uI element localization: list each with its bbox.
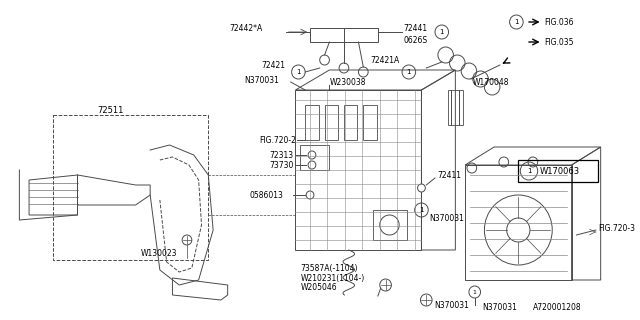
Text: W170063: W170063	[540, 166, 580, 175]
Text: 1: 1	[527, 168, 531, 174]
Bar	[296, 90, 422, 250]
Text: N370031: N370031	[483, 303, 517, 313]
Text: FIG.720-2: FIG.720-2	[260, 135, 296, 145]
Text: A720001208: A720001208	[533, 303, 582, 313]
Text: 72511: 72511	[97, 106, 124, 115]
Text: FIG.720-3: FIG.720-3	[599, 223, 636, 233]
Text: 73587A(-1104): 73587A(-1104)	[300, 263, 358, 273]
Text: FIG.036: FIG.036	[545, 18, 574, 27]
Text: 0586013: 0586013	[250, 190, 284, 199]
Bar	[447, 90, 463, 125]
Text: 72411: 72411	[437, 171, 461, 180]
Bar	[53, 115, 208, 260]
Bar	[344, 105, 358, 140]
Text: N370031: N370031	[434, 300, 469, 309]
Bar	[465, 165, 572, 280]
Text: 72441: 72441	[403, 23, 427, 33]
Text: W130023: W130023	[141, 249, 177, 258]
Text: 72421A: 72421A	[370, 55, 399, 65]
Bar	[305, 105, 319, 140]
Text: 72313: 72313	[269, 150, 294, 159]
Bar	[373, 210, 407, 240]
Text: N370031: N370031	[429, 213, 464, 222]
Circle shape	[306, 191, 314, 199]
Text: 1: 1	[296, 69, 301, 75]
Circle shape	[308, 161, 316, 169]
Text: 1: 1	[419, 207, 424, 213]
Text: W170048: W170048	[473, 77, 509, 86]
Text: 72421: 72421	[262, 60, 285, 69]
Text: 1: 1	[406, 69, 411, 75]
Text: 72442*A: 72442*A	[230, 23, 263, 33]
Bar	[364, 105, 377, 140]
Bar	[300, 145, 330, 170]
Circle shape	[417, 184, 426, 192]
Text: 1: 1	[514, 19, 518, 25]
Text: 1: 1	[440, 29, 444, 35]
Bar	[324, 105, 338, 140]
Text: N370031: N370031	[244, 76, 279, 84]
Text: 0626S: 0626S	[403, 36, 427, 44]
Text: W210231(1104-): W210231(1104-)	[300, 274, 365, 283]
Circle shape	[420, 294, 432, 306]
Bar	[518, 160, 598, 182]
Text: FIG.035: FIG.035	[545, 37, 574, 46]
Circle shape	[380, 279, 392, 291]
Text: 73730: 73730	[269, 161, 294, 170]
Text: W230038: W230038	[330, 77, 366, 86]
Text: W205046: W205046	[300, 284, 337, 292]
Circle shape	[182, 235, 192, 245]
Text: 1: 1	[473, 290, 477, 294]
Circle shape	[308, 151, 316, 159]
